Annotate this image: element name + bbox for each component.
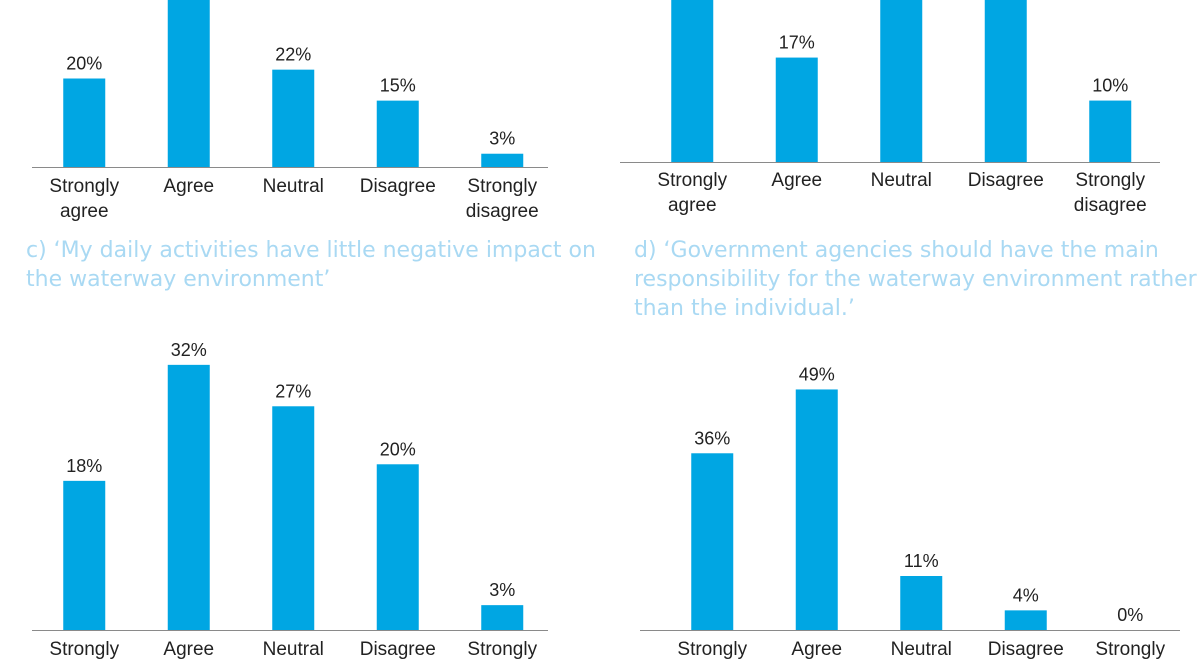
chart-c-title: c) ‘My daily activities have little nega… bbox=[26, 236, 596, 294]
chart-a-bar-4 bbox=[376, 100, 419, 167]
chart-d-data-label-5: 0% bbox=[1117, 605, 1143, 625]
chart-a-tick-label-4: Disagree bbox=[360, 176, 436, 197]
chart-c-title-line-2: the waterway environment’ bbox=[26, 267, 331, 292]
chart-c-bar-2 bbox=[167, 364, 210, 630]
chart-a-tick-label-1: Strongly agree bbox=[49, 176, 119, 222]
chart-b-tick-label-5: Strongly disagree bbox=[1074, 170, 1147, 216]
chart-c-bar-5 bbox=[481, 605, 524, 630]
chart-b-bar-3 bbox=[880, 0, 923, 162]
chart-a-data-label-5: 3% bbox=[489, 129, 515, 149]
chart-a-data-label-4: 15% bbox=[380, 76, 416, 96]
chart-d-data-label-1: 36% bbox=[694, 428, 730, 448]
chart-b-data-label-2: 17% bbox=[779, 33, 815, 53]
chart-c-data-label-2: 32% bbox=[171, 340, 207, 360]
chart-a-tick-label-5: Strongly disagree bbox=[466, 176, 539, 222]
chart-d-tick-label-4: Disagree bbox=[988, 639, 1064, 660]
chart-c-data-label-3: 27% bbox=[275, 381, 311, 401]
chart-c-bar-1 bbox=[63, 480, 106, 630]
chart-a-tick-label-2: Agree bbox=[163, 176, 214, 197]
chart-d-bar-3 bbox=[900, 576, 943, 630]
chart-a-bar-1 bbox=[63, 78, 106, 167]
chart-d-title-line-3: than the individual.’ bbox=[634, 296, 855, 321]
chart-c-tick-label-2: Agree bbox=[163, 639, 214, 660]
chart-b-tick-label-3: Neutral bbox=[871, 170, 932, 191]
chart-c-tick-label-4: Disagree bbox=[360, 639, 436, 660]
chart-c-bar-3 bbox=[272, 406, 315, 630]
chart-d-data-label-2: 49% bbox=[799, 364, 835, 384]
chart-c-data-label-1: 18% bbox=[66, 456, 102, 476]
chart-d-bar-1 bbox=[691, 453, 734, 630]
chart-d-tick-label-2: Agree bbox=[791, 639, 842, 660]
chart-d-title: d) ‘Government agencies should have the … bbox=[634, 236, 1197, 323]
chart-d-data-label-4: 4% bbox=[1013, 585, 1039, 605]
chart-c-title-line-1: c) ‘My daily activities have little nega… bbox=[26, 238, 596, 263]
chart-c-bar-4 bbox=[376, 464, 419, 630]
chart-d-bar-2 bbox=[795, 389, 838, 630]
chart-b-data-label-5: 10% bbox=[1092, 76, 1128, 96]
chart-a-tick-label-3: Neutral bbox=[263, 176, 324, 197]
chart-b-tick-label-1: Strongly agree bbox=[657, 170, 727, 216]
chart-c-tick-label-3: Neutral bbox=[263, 639, 324, 660]
chart-a-data-label-1: 20% bbox=[66, 54, 102, 74]
chart-d-data-label-3: 11% bbox=[904, 551, 939, 571]
chart-b-bar-4 bbox=[984, 0, 1027, 162]
chart-a-bar-5 bbox=[481, 153, 524, 167]
chart-d-tick-label-3: Neutral bbox=[891, 639, 952, 660]
chart-b-bar-1 bbox=[671, 0, 714, 162]
chart-c-data-label-5: 3% bbox=[489, 580, 515, 600]
chart-b-bar-5 bbox=[1089, 100, 1132, 162]
chart-b-tick-label-4: Disagree bbox=[968, 170, 1044, 191]
chart-a-bar-3 bbox=[272, 69, 315, 167]
chart-b-tick-label-2: Agree bbox=[771, 170, 822, 191]
chart-c-data-label-4: 20% bbox=[380, 439, 416, 459]
chart-b-bar-2 bbox=[775, 57, 818, 163]
chart-a-data-label-3: 22% bbox=[275, 45, 311, 65]
chart-d-title-line-1: d) ‘Government agencies should have the … bbox=[634, 238, 1159, 263]
chart-d-bar-4 bbox=[1004, 610, 1047, 630]
chart-a-bar-2 bbox=[167, 0, 210, 167]
chart-d-title-line-2: responsibility for the waterway environm… bbox=[634, 267, 1197, 292]
